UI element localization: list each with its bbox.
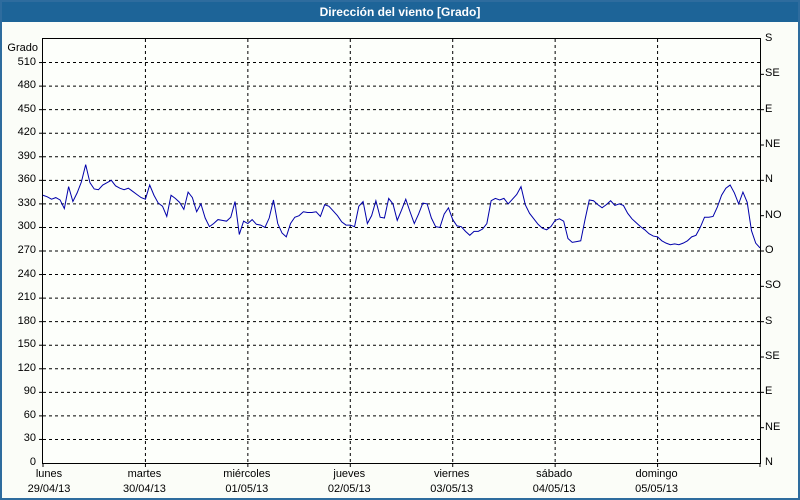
y-right-axis-tick-label: SE bbox=[765, 350, 780, 362]
x-axis-date-label: 04/05/13 bbox=[532, 483, 576, 495]
y-axis-tick-label: 480 bbox=[17, 79, 36, 92]
x-axis-date-label: 05/05/13 bbox=[635, 483, 678, 495]
y-axis-tick-label: 420 bbox=[17, 126, 36, 139]
y-axis-tick-label: 60 bbox=[23, 408, 36, 421]
y-axis-unit-label: Grado bbox=[7, 42, 38, 54]
x-axis-day-label: martes bbox=[127, 468, 162, 480]
y-right-axis-tick-label: E bbox=[765, 102, 773, 115]
x-axis-day-label: miércoles bbox=[223, 468, 271, 480]
y-right-axis-tick-label: S bbox=[765, 32, 773, 44]
y-axis-tick-label: 450 bbox=[17, 102, 36, 115]
y-right-axis-tick-label: N bbox=[765, 173, 773, 186]
y-axis-tick-label: 240 bbox=[17, 267, 36, 280]
y-right-axis-tick-label: SO bbox=[765, 279, 781, 292]
chart-svg bbox=[39, 39, 764, 467]
y-axis-tick-label: 360 bbox=[17, 173, 36, 186]
plot-area bbox=[39, 38, 764, 467]
title-bar: Dirección del viento [Grado] bbox=[2, 2, 798, 22]
y-axis-tick-label: 0 bbox=[29, 456, 36, 468]
y-right-axis-tick-label: NE bbox=[765, 420, 781, 433]
y-right-axis-tick-label: S bbox=[765, 314, 773, 327]
chart-title: Dirección del viento [Grado] bbox=[319, 5, 481, 19]
y-axis-tick-label: 390 bbox=[17, 149, 36, 162]
y-axis-tick-label: 90 bbox=[23, 385, 36, 398]
y-axis-tick-label: 120 bbox=[17, 361, 36, 374]
x-axis-date-label: 30/04/13 bbox=[123, 483, 166, 495]
y-axis-tick-label: 150 bbox=[17, 338, 36, 351]
y-right-axis-tick-label: N bbox=[765, 456, 773, 468]
x-axis-day-label: sábado bbox=[536, 468, 573, 480]
y-right-axis-tick-label: O bbox=[765, 244, 774, 256]
y-axis-tick-label: 30 bbox=[23, 432, 36, 445]
x-axis-date-label: 01/05/13 bbox=[225, 483, 269, 495]
y-axis-tick-label: 510 bbox=[17, 55, 36, 68]
y-axis-tick-label: 180 bbox=[17, 314, 36, 327]
y-axis-tick-label: 210 bbox=[17, 291, 36, 304]
y-axis-tick-label: 300 bbox=[17, 220, 36, 233]
x-axis-date-label: 29/04/13 bbox=[27, 483, 71, 495]
y-right-axis-tick-label: NO bbox=[765, 208, 782, 221]
x-axis-day-label: viernes bbox=[433, 468, 470, 480]
y-right-axis-tick-label: NE bbox=[765, 138, 781, 150]
x-axis-date-label: 03/05/13 bbox=[430, 483, 474, 495]
wind-direction-line bbox=[42, 164, 761, 249]
x-axis-date-label: 02/05/13 bbox=[327, 483, 371, 495]
y-axis-tick-label: 270 bbox=[17, 244, 36, 256]
y-right-axis-tick-label: E bbox=[765, 385, 773, 398]
x-axis-day-label: jueves bbox=[333, 468, 366, 480]
x-axis-day-label: lunes bbox=[35, 468, 63, 480]
x-axis-day-label: domingo bbox=[635, 468, 678, 480]
y-axis-tick-label: 330 bbox=[17, 196, 36, 209]
y-right-axis-tick-label: SE bbox=[765, 67, 780, 80]
